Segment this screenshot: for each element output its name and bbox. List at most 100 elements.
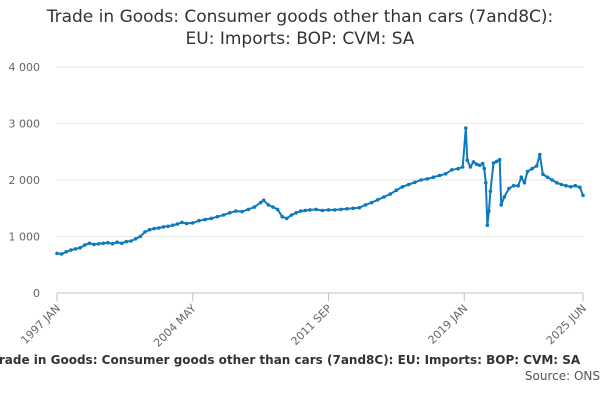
data-point[interactable] (388, 192, 393, 196)
data-point[interactable] (133, 237, 138, 241)
data-point[interactable] (83, 243, 87, 247)
data-point[interactable] (234, 209, 238, 213)
data-point[interactable] (499, 203, 504, 207)
legend-marker[interactable] (0, 360, 2, 362)
data-point[interactable] (252, 205, 257, 209)
data-point[interactable] (161, 225, 166, 229)
data-point[interactable] (280, 214, 285, 219)
data-point[interactable] (314, 207, 318, 212)
data-point[interactable] (357, 205, 362, 210)
data-point[interactable] (228, 211, 232, 215)
data-point[interactable] (170, 223, 175, 227)
data-point[interactable] (363, 203, 368, 207)
data-point[interactable] (545, 175, 550, 179)
data-point[interactable] (332, 208, 337, 212)
data-point[interactable] (482, 166, 487, 171)
data-point[interactable] (339, 207, 343, 212)
data-point[interactable] (450, 168, 454, 172)
data-point[interactable] (578, 185, 582, 190)
data-point[interactable] (564, 183, 568, 188)
data-point[interactable] (568, 185, 573, 189)
data-point[interactable] (494, 159, 499, 164)
data-point[interactable] (129, 239, 133, 243)
data-point[interactable] (538, 152, 542, 157)
data-point[interactable] (87, 241, 92, 246)
data-point[interactable] (519, 175, 524, 179)
data-point[interactable] (175, 222, 180, 226)
data-point[interactable] (530, 166, 534, 171)
data-point[interactable] (471, 160, 476, 164)
data-point[interactable] (485, 223, 490, 227)
data-point[interactable] (525, 169, 530, 174)
data-point[interactable] (138, 234, 143, 239)
data-point[interactable] (115, 240, 119, 244)
data-point[interactable] (484, 181, 488, 185)
data-point[interactable] (413, 180, 417, 185)
data-point[interactable] (64, 250, 69, 254)
data-point[interactable] (437, 173, 442, 178)
data-point[interactable] (581, 193, 585, 198)
data-point[interactable] (246, 207, 251, 212)
data-point[interactable] (541, 172, 545, 177)
data-point[interactable] (73, 247, 78, 251)
data-point[interactable] (456, 166, 460, 171)
data-point[interactable] (298, 209, 303, 213)
data-point[interactable] (190, 221, 195, 225)
data-point[interactable] (92, 242, 96, 247)
data-point[interactable] (147, 227, 152, 232)
data-point[interactable] (240, 209, 244, 214)
data-point[interactable] (550, 178, 554, 182)
data-point[interactable] (431, 175, 436, 179)
data-point[interactable] (285, 216, 289, 221)
data-point[interactable] (460, 165, 465, 169)
data-point[interactable] (511, 183, 516, 188)
data-point[interactable] (78, 246, 82, 250)
data-point[interactable] (96, 242, 101, 246)
data-point[interactable] (345, 207, 349, 211)
data-point[interactable] (507, 186, 511, 191)
data-point[interactable] (376, 198, 380, 202)
data-point[interactable] (425, 177, 430, 181)
data-point[interactable] (197, 218, 201, 223)
data-point[interactable] (382, 195, 386, 199)
data-point[interactable] (55, 251, 59, 256)
data-point[interactable] (101, 241, 106, 246)
data-point[interactable] (351, 206, 356, 211)
data-point[interactable] (480, 161, 485, 166)
data-point[interactable] (326, 208, 331, 212)
data-point[interactable] (271, 205, 275, 209)
data-point[interactable] (275, 207, 280, 212)
data-point[interactable] (320, 208, 325, 213)
data-point[interactable] (203, 217, 207, 222)
data-point[interactable] (573, 183, 578, 188)
data-point[interactable] (464, 126, 468, 130)
data-point[interactable] (215, 214, 220, 219)
data-point[interactable] (522, 181, 527, 185)
data-point[interactable] (258, 200, 263, 205)
legend-item[interactable]: Trade in Goods: Consumer goods other tha… (0, 353, 581, 367)
data-point[interactable] (110, 242, 115, 246)
data-point[interactable] (487, 209, 491, 213)
data-point[interactable] (143, 230, 147, 234)
data-point[interactable] (308, 208, 312, 212)
data-point[interactable] (497, 157, 502, 162)
data-point[interactable] (184, 221, 189, 226)
data-point[interactable] (266, 203, 271, 207)
data-point[interactable] (59, 252, 64, 256)
credits[interactable]: Source: ONS (524, 369, 600, 383)
data-point[interactable] (419, 178, 423, 182)
data-point[interactable] (394, 188, 399, 192)
data-point[interactable] (502, 195, 507, 199)
data-point[interactable] (106, 240, 110, 245)
data-point[interactable] (477, 163, 482, 168)
data-point[interactable] (400, 185, 405, 189)
data-point[interactable] (166, 224, 170, 229)
data-point[interactable] (534, 164, 539, 168)
data-point[interactable] (124, 239, 129, 244)
data-point[interactable] (294, 211, 298, 215)
data-point[interactable] (261, 198, 266, 203)
data-point[interactable] (555, 181, 559, 185)
data-point[interactable] (559, 182, 564, 187)
data-point[interactable] (303, 208, 308, 213)
data-point[interactable] (465, 158, 470, 162)
